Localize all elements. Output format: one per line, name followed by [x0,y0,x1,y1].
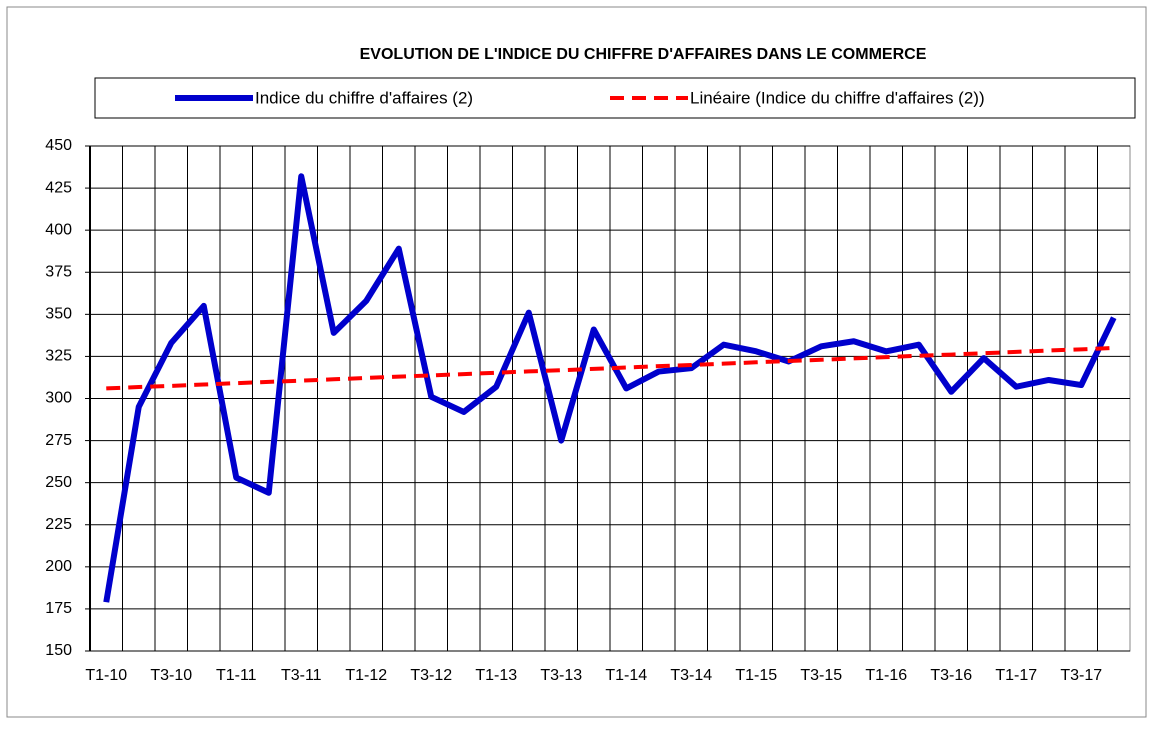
legend-label: Linéaire (Indice du chiffre d'affaires (… [690,88,985,107]
legend-label: Indice du chiffre d'affaires (2) [255,88,473,107]
y-tick-label: 300 [45,390,72,407]
y-tick-label: 175 [45,600,72,617]
x-tick-label: T3-15 [800,667,842,684]
x-tick-label: T3-13 [540,667,582,684]
x-tick-label: T1-11 [216,667,257,684]
x-tick-label: T3-17 [1060,667,1102,684]
chart-title: EVOLUTION DE L'INDICE DU CHIFFRE D'AFFAI… [360,46,927,63]
series-line [103,173,1117,603]
y-tick-label: 150 [45,642,72,659]
x-tick-label: T1-12 [345,667,387,684]
y-tick-label: 225 [45,516,72,533]
y-tick-label: 250 [45,474,72,491]
y-tick-label: 375 [45,263,72,280]
y-tick-label: 275 [45,432,72,449]
x-tick-label: T1-10 [85,667,127,684]
x-tick-label: T1-13 [475,667,517,684]
y-tick-label: 450 [45,137,72,154]
x-tick-label: T1-16 [865,667,907,684]
x-tick-label: T3-11 [281,667,322,684]
y-tick-label: 425 [45,179,72,196]
x-tick-label: T3-10 [150,667,192,684]
y-tick-label: 325 [45,348,72,365]
x-tick-label: T3-14 [670,667,712,684]
series-line [106,346,1114,391]
y-tick-label: 400 [45,221,72,238]
x-tick-label: T1-15 [735,667,777,684]
x-tick-label: T1-17 [995,667,1037,684]
y-tick-label: 350 [45,306,72,323]
x-tick-label: T1-14 [605,667,647,684]
x-tick-label: T3-12 [410,667,452,684]
y-tick-label: 200 [45,558,72,575]
x-tick-label: T3-16 [930,667,972,684]
